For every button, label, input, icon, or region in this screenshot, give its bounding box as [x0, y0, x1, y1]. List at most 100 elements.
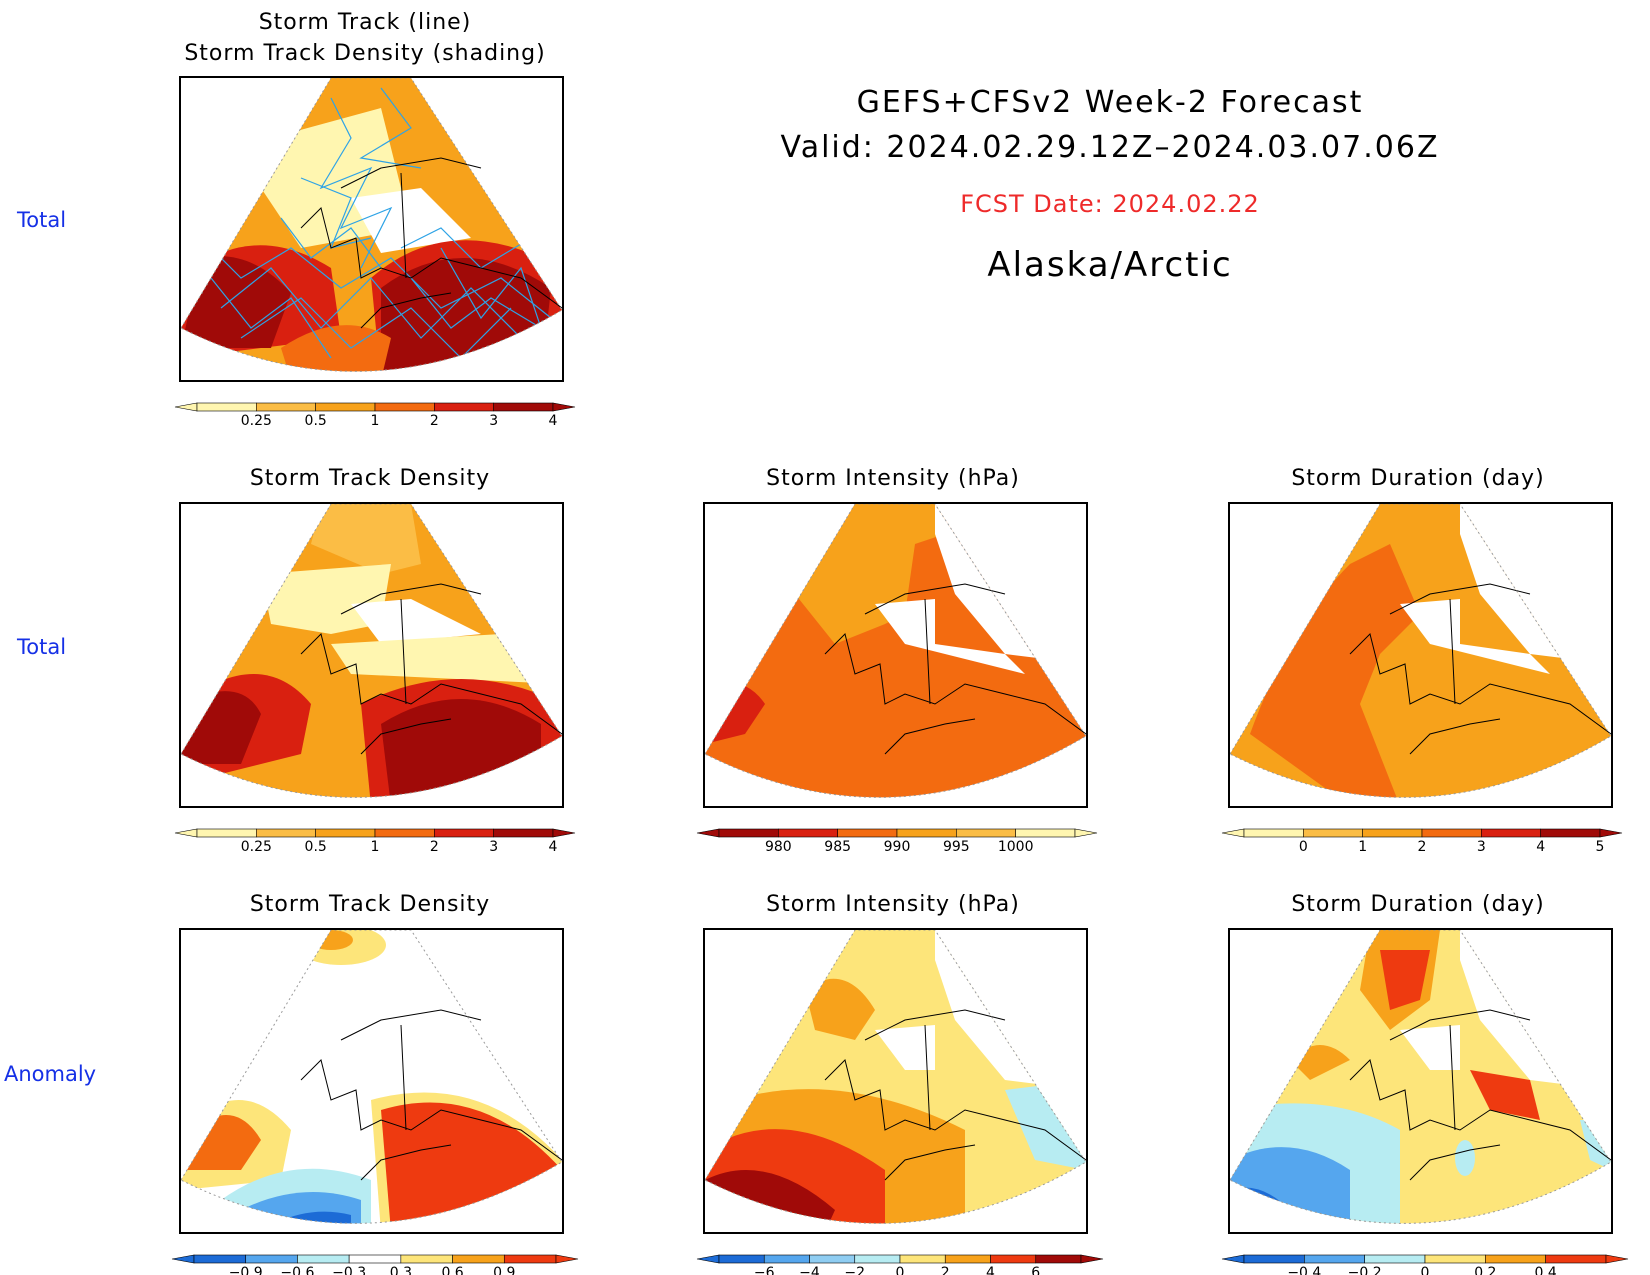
- colorbar-tick-label: 4: [549, 839, 558, 855]
- panel-title-track-line: Storm Track (line): [258, 10, 472, 35]
- colorbar-swatch: [854, 1254, 901, 1264]
- colorbar-swatch: [196, 828, 257, 838]
- colorbar-tick-label: 2: [430, 413, 439, 429]
- forecast-date: FCST Date: 2024.02.22: [960, 190, 1260, 218]
- colorbar-swatch: [452, 1254, 505, 1264]
- region-label: Alaska/Arctic: [987, 245, 1233, 285]
- colorbar-tick-label: 0.25: [241, 839, 272, 855]
- colorbar-end-right: [1074, 828, 1098, 838]
- colorbar-tick-label: 2: [1418, 839, 1427, 855]
- colorbar-swatch: [837, 828, 898, 838]
- colorbar-tick-label: 4: [549, 413, 558, 429]
- colorbar-tick-label: 1000: [998, 839, 1034, 855]
- colorbar-tick-label: 985: [824, 839, 851, 855]
- colorbar-tick-label: 1: [371, 839, 380, 855]
- colorbar-swatch: [315, 828, 376, 838]
- colorbar-density-total-1: 0.25 0.5 1 2 3 4: [174, 402, 576, 429]
- panel-title-intensity-total: Storm Intensity (hPa): [766, 466, 1020, 491]
- colorbar-swatch: [503, 1254, 557, 1264]
- colorbar-tick-label: −0.6: [280, 1265, 314, 1275]
- valid-period: Valid: 2024.02.29.12Z–2024.03.07.06Z: [780, 130, 1440, 165]
- colorbar-end-right: [555, 1254, 579, 1264]
- map-density-total: [179, 502, 564, 808]
- colorbar-tick-label: 0.6: [441, 1265, 463, 1275]
- colorbar-swatch: [1243, 828, 1304, 838]
- colorbar-density-anomaly: −0.9 −0.6 −0.3 0.3 0.6 0.9: [171, 1254, 579, 1275]
- colorbar-tick-label: 1: [1358, 839, 1367, 855]
- map-intensity-anomaly: [703, 928, 1088, 1234]
- map-storm-track-total: [179, 76, 564, 382]
- colorbar-swatch: [193, 1254, 247, 1264]
- colorbar-tick-label: −0.4: [1287, 1265, 1321, 1275]
- colorbar-tick-label: 4: [1536, 839, 1545, 855]
- colorbar-end-right: [552, 402, 576, 412]
- colorbar-tick-label: 5: [1596, 839, 1605, 855]
- colorbar-tick-label: 0.9: [493, 1265, 515, 1275]
- colorbar-tick-label: 3: [1477, 839, 1486, 855]
- map-intensity-total: [703, 502, 1088, 808]
- colorbar-swatch: [434, 828, 494, 838]
- colorbar-duration-total: 0 1 2 3 4 5: [1221, 828, 1623, 855]
- row-label-total-2: Total: [17, 635, 67, 659]
- colorbar-intensity-total: 980 985 990 995 1000: [696, 828, 1098, 855]
- colorbar-end-left: [1221, 828, 1245, 838]
- colorbar-swatch: [896, 828, 957, 838]
- forecast-title: GEFS+CFSv2 Week-2 Forecast: [856, 85, 1364, 120]
- colorbar-tick-label: −4: [799, 1265, 820, 1275]
- colorbar-end-left: [1221, 1254, 1245, 1264]
- colorbar-tick-label: 1: [371, 413, 380, 429]
- colorbar-end-left: [171, 1254, 195, 1264]
- colorbar-tick-label: 0: [1421, 1265, 1430, 1275]
- colorbar-tick-label: −0.2: [1348, 1265, 1382, 1275]
- panel-title-density-anom: Storm Track Density: [249, 892, 491, 917]
- map-duration-anomaly: [1228, 928, 1613, 1234]
- colorbar-swatch: [196, 402, 257, 412]
- colorbar-end-left: [696, 828, 720, 838]
- colorbar-swatch: [899, 1254, 946, 1264]
- colorbar-tick-label: 995: [943, 839, 970, 855]
- colorbar-tick-label: 6: [1031, 1265, 1040, 1275]
- colorbar-swatch: [297, 1254, 350, 1264]
- panel-title-track-shading: Storm Track Density (shading): [184, 41, 546, 66]
- colorbar-swatch: [493, 402, 554, 412]
- colorbar-swatch: [493, 828, 554, 838]
- colorbar-swatch: [990, 1254, 1037, 1264]
- colorbar-swatch: [256, 828, 316, 838]
- colorbar-swatch: [718, 1254, 765, 1264]
- colorbar-swatch: [956, 828, 1016, 838]
- row-label-total-1: Total: [17, 208, 67, 232]
- panel-title-duration-total: Storm Duration (day): [1291, 466, 1545, 491]
- colorbar-swatch: [348, 1254, 402, 1264]
- colorbar-tick-label: 0.4: [1535, 1265, 1557, 1275]
- colorbar-swatch: [315, 402, 376, 412]
- colorbar-density-total-2: 0.25 0.5 1 2 3 4: [174, 828, 576, 855]
- colorbar-end-right: [1080, 1254, 1104, 1264]
- colorbar-tick-label: 990: [884, 839, 911, 855]
- colorbar-end-right: [552, 828, 576, 838]
- colorbar-swatch: [374, 828, 435, 838]
- row-label-anomaly: Anomaly: [4, 1062, 97, 1086]
- colorbar-duration-anomaly: −0.4 −0.2 0 0.2 0.4: [1221, 1254, 1629, 1275]
- colorbar-tick-label: 4: [986, 1265, 995, 1275]
- colorbar-end-left: [174, 402, 198, 412]
- colorbar-swatch: [1303, 828, 1363, 838]
- colorbar-swatch: [1015, 828, 1076, 838]
- map-duration-total: [1228, 502, 1613, 808]
- colorbar-end-left: [696, 1254, 720, 1264]
- colorbar-swatch: [1424, 1254, 1486, 1264]
- colorbar-swatch: [944, 1254, 991, 1264]
- colorbar-swatch: [1485, 1254, 1546, 1264]
- colorbar-tick-label: 0: [1299, 839, 1308, 855]
- map-density-anomaly: [179, 928, 564, 1234]
- colorbar-tick-label: 0.5: [305, 839, 327, 855]
- colorbar-intensity-anomaly: −6 −4 −2 0 2 4 6: [696, 1254, 1104, 1275]
- colorbar-tick-label: 980: [765, 839, 792, 855]
- colorbar-swatch: [400, 1254, 453, 1264]
- colorbar-end-right: [1605, 1254, 1629, 1264]
- colorbar-tick-label: 0: [896, 1265, 905, 1275]
- colorbar-tick-label: 0.5: [305, 413, 327, 429]
- colorbar-swatch: [809, 1254, 856, 1264]
- colorbar-swatch: [245, 1254, 298, 1264]
- colorbar-swatch: [1545, 1254, 1607, 1264]
- colorbar-tick-label: −0.9: [229, 1265, 263, 1275]
